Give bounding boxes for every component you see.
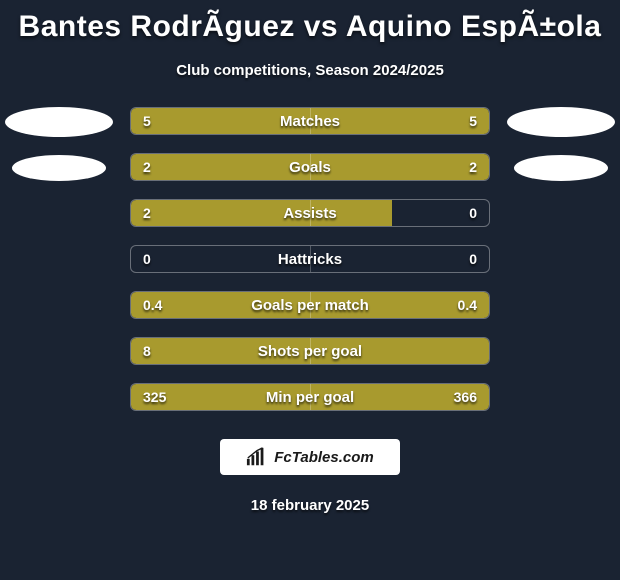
left-logo-1 [12,155,106,181]
bar-divider [310,384,311,410]
bar-fill-left [131,292,310,318]
bar-divider [310,292,311,318]
left-value: 0 [143,246,151,272]
bar-fill-right [310,292,489,318]
right-logo-0 [507,107,615,137]
bar-fill-left [131,108,310,134]
chart-icon [246,447,268,467]
stat-bars: 55Matches22Goals20Assists00Hattricks0.40… [130,107,490,411]
page-title: Bantes RodrÃguez vs Aquino EspÃ±ola [0,0,620,44]
branding-text: FcTables.com [274,449,373,466]
comparison-stage: 55Matches22Goals20Assists00Hattricks0.40… [0,107,620,411]
left-logo-column [4,107,114,181]
bar-divider [310,200,311,226]
stat-row-goals: 22Goals [130,153,490,181]
bar-fill-left [131,200,392,226]
right-logo-1 [514,155,608,181]
bar-fill-right [310,154,489,180]
bar-divider [310,246,311,272]
bar-divider [310,154,311,180]
stat-row-assists: 20Assists [130,199,490,227]
bar-divider [310,108,311,134]
branding-badge[interactable]: FcTables.com [220,439,400,475]
stat-row-shots-per-goal: 8Shots per goal [130,337,490,365]
right-value: 0 [469,200,477,226]
subtitle: Club competitions, Season 2024/2025 [0,62,620,79]
stat-row-goals-per-match: 0.40.4Goals per match [130,291,490,319]
bar-fill-left [131,154,310,180]
bar-divider [310,338,311,364]
right-logo-column [506,107,616,181]
bar-fill-left [131,384,299,410]
bar-fill-right [299,384,489,410]
right-value: 0 [469,246,477,272]
stat-row-matches: 55Matches [130,107,490,135]
bar-fill-right [310,108,489,134]
left-logo-0 [5,107,113,137]
stat-row-hattricks: 00Hattricks [130,245,490,273]
stat-row-min-per-goal: 325366Min per goal [130,383,490,411]
date-text: 18 february 2025 [0,497,620,514]
